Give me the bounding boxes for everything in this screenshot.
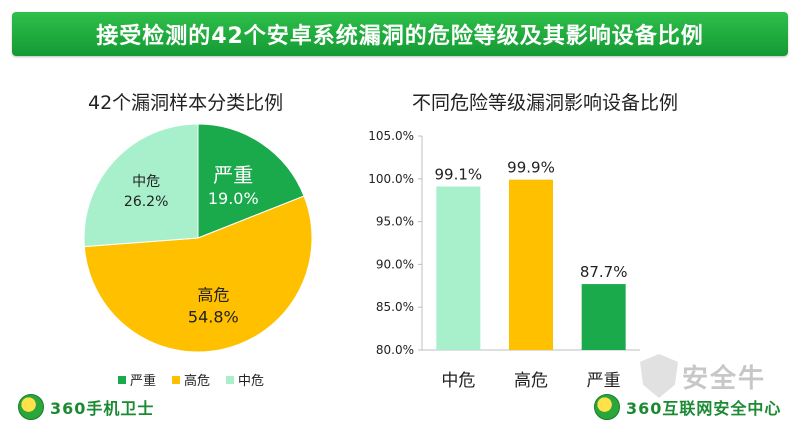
legend-label-severe: 严重 xyxy=(130,374,157,389)
x-tick-label-medium: 中危 xyxy=(441,371,475,391)
legend-item-severe: 严重 xyxy=(118,370,156,389)
pie-label-name-medium: 中危 xyxy=(132,174,160,190)
pie-slice-severe xyxy=(197,123,305,239)
bar-data-label-medium: 99.1% xyxy=(435,166,483,184)
pie-label-value-high: 54.8% xyxy=(188,308,239,327)
legend-item-medium: 中危 xyxy=(226,370,264,389)
bar-medium xyxy=(436,186,481,350)
bar-high xyxy=(509,179,553,350)
legend-swatch-high xyxy=(172,375,181,384)
y-tick-label: 95.0% xyxy=(376,215,414,229)
360-logo-icon xyxy=(594,394,620,420)
brand-left-text: 360手机卫士 xyxy=(50,399,155,418)
page-title: 接受检测的42个安卓系统漏洞的危险等级及其影响设备比例 xyxy=(96,24,704,49)
shield-icon xyxy=(640,354,678,398)
legend-item-high: 高危 xyxy=(172,370,210,389)
pie-slice-high xyxy=(83,195,313,353)
y-tick-label: 80.0% xyxy=(376,343,414,357)
pie-chart: 严重 19.0% 高危 54.8% 中危 26.2% xyxy=(83,123,313,353)
x-tick-label-high: 高危 xyxy=(514,371,548,391)
brand-360-mobile-guard: 360手机卫士 xyxy=(18,394,154,420)
legend-swatch-medium xyxy=(226,375,235,384)
bar-data-label-high: 99.9% xyxy=(507,159,555,177)
bar-chart: 80.0% 85.0% 90.0% 95.0% 100.0% 105.0% 99.1% 中危 9… xyxy=(368,129,640,391)
pie-label-name-severe: 严重 xyxy=(213,163,253,187)
legend-label-medium: 中危 xyxy=(238,374,265,389)
brand-right-text: 360互联网安全中心 xyxy=(626,399,782,418)
watermark: 安全牛 xyxy=(640,354,766,398)
pie-chart-title: 42个漏洞样本分类比例 xyxy=(88,92,284,114)
x-tick-label-severe: 严重 xyxy=(587,371,621,391)
360-logo-icon xyxy=(18,394,44,420)
bar-chart-title: 不同危险等级漏洞影响设备比例 xyxy=(412,92,679,114)
y-tick-label: 100.0% xyxy=(368,172,414,186)
legend-swatch-severe xyxy=(118,375,126,384)
pie-label-value-severe: 19.0% xyxy=(208,189,259,208)
brand-360-security-center: 360互联网安全中心 xyxy=(594,394,781,420)
y-tick-label: 105.0% xyxy=(368,129,414,143)
legend-label-high: 高危 xyxy=(184,374,211,389)
y-tick-label: 85.0% xyxy=(376,300,414,314)
y-tick-label: 90.0% xyxy=(376,257,414,271)
title-bar: 接受检测的42个安卓系统漏洞的危险等级及其影响设备比例 xyxy=(12,12,788,56)
watermark-text: 安全牛 xyxy=(682,363,767,394)
bar-severe xyxy=(581,284,626,350)
bar-data-label-severe: 87.7% xyxy=(580,263,628,281)
pie-label-value-medium: 26.2% xyxy=(124,194,168,210)
pie-slice-medium xyxy=(83,123,199,248)
pie-legend: 严重 高危 中危 xyxy=(118,370,264,389)
pie-label-name-high: 高危 xyxy=(197,286,229,305)
